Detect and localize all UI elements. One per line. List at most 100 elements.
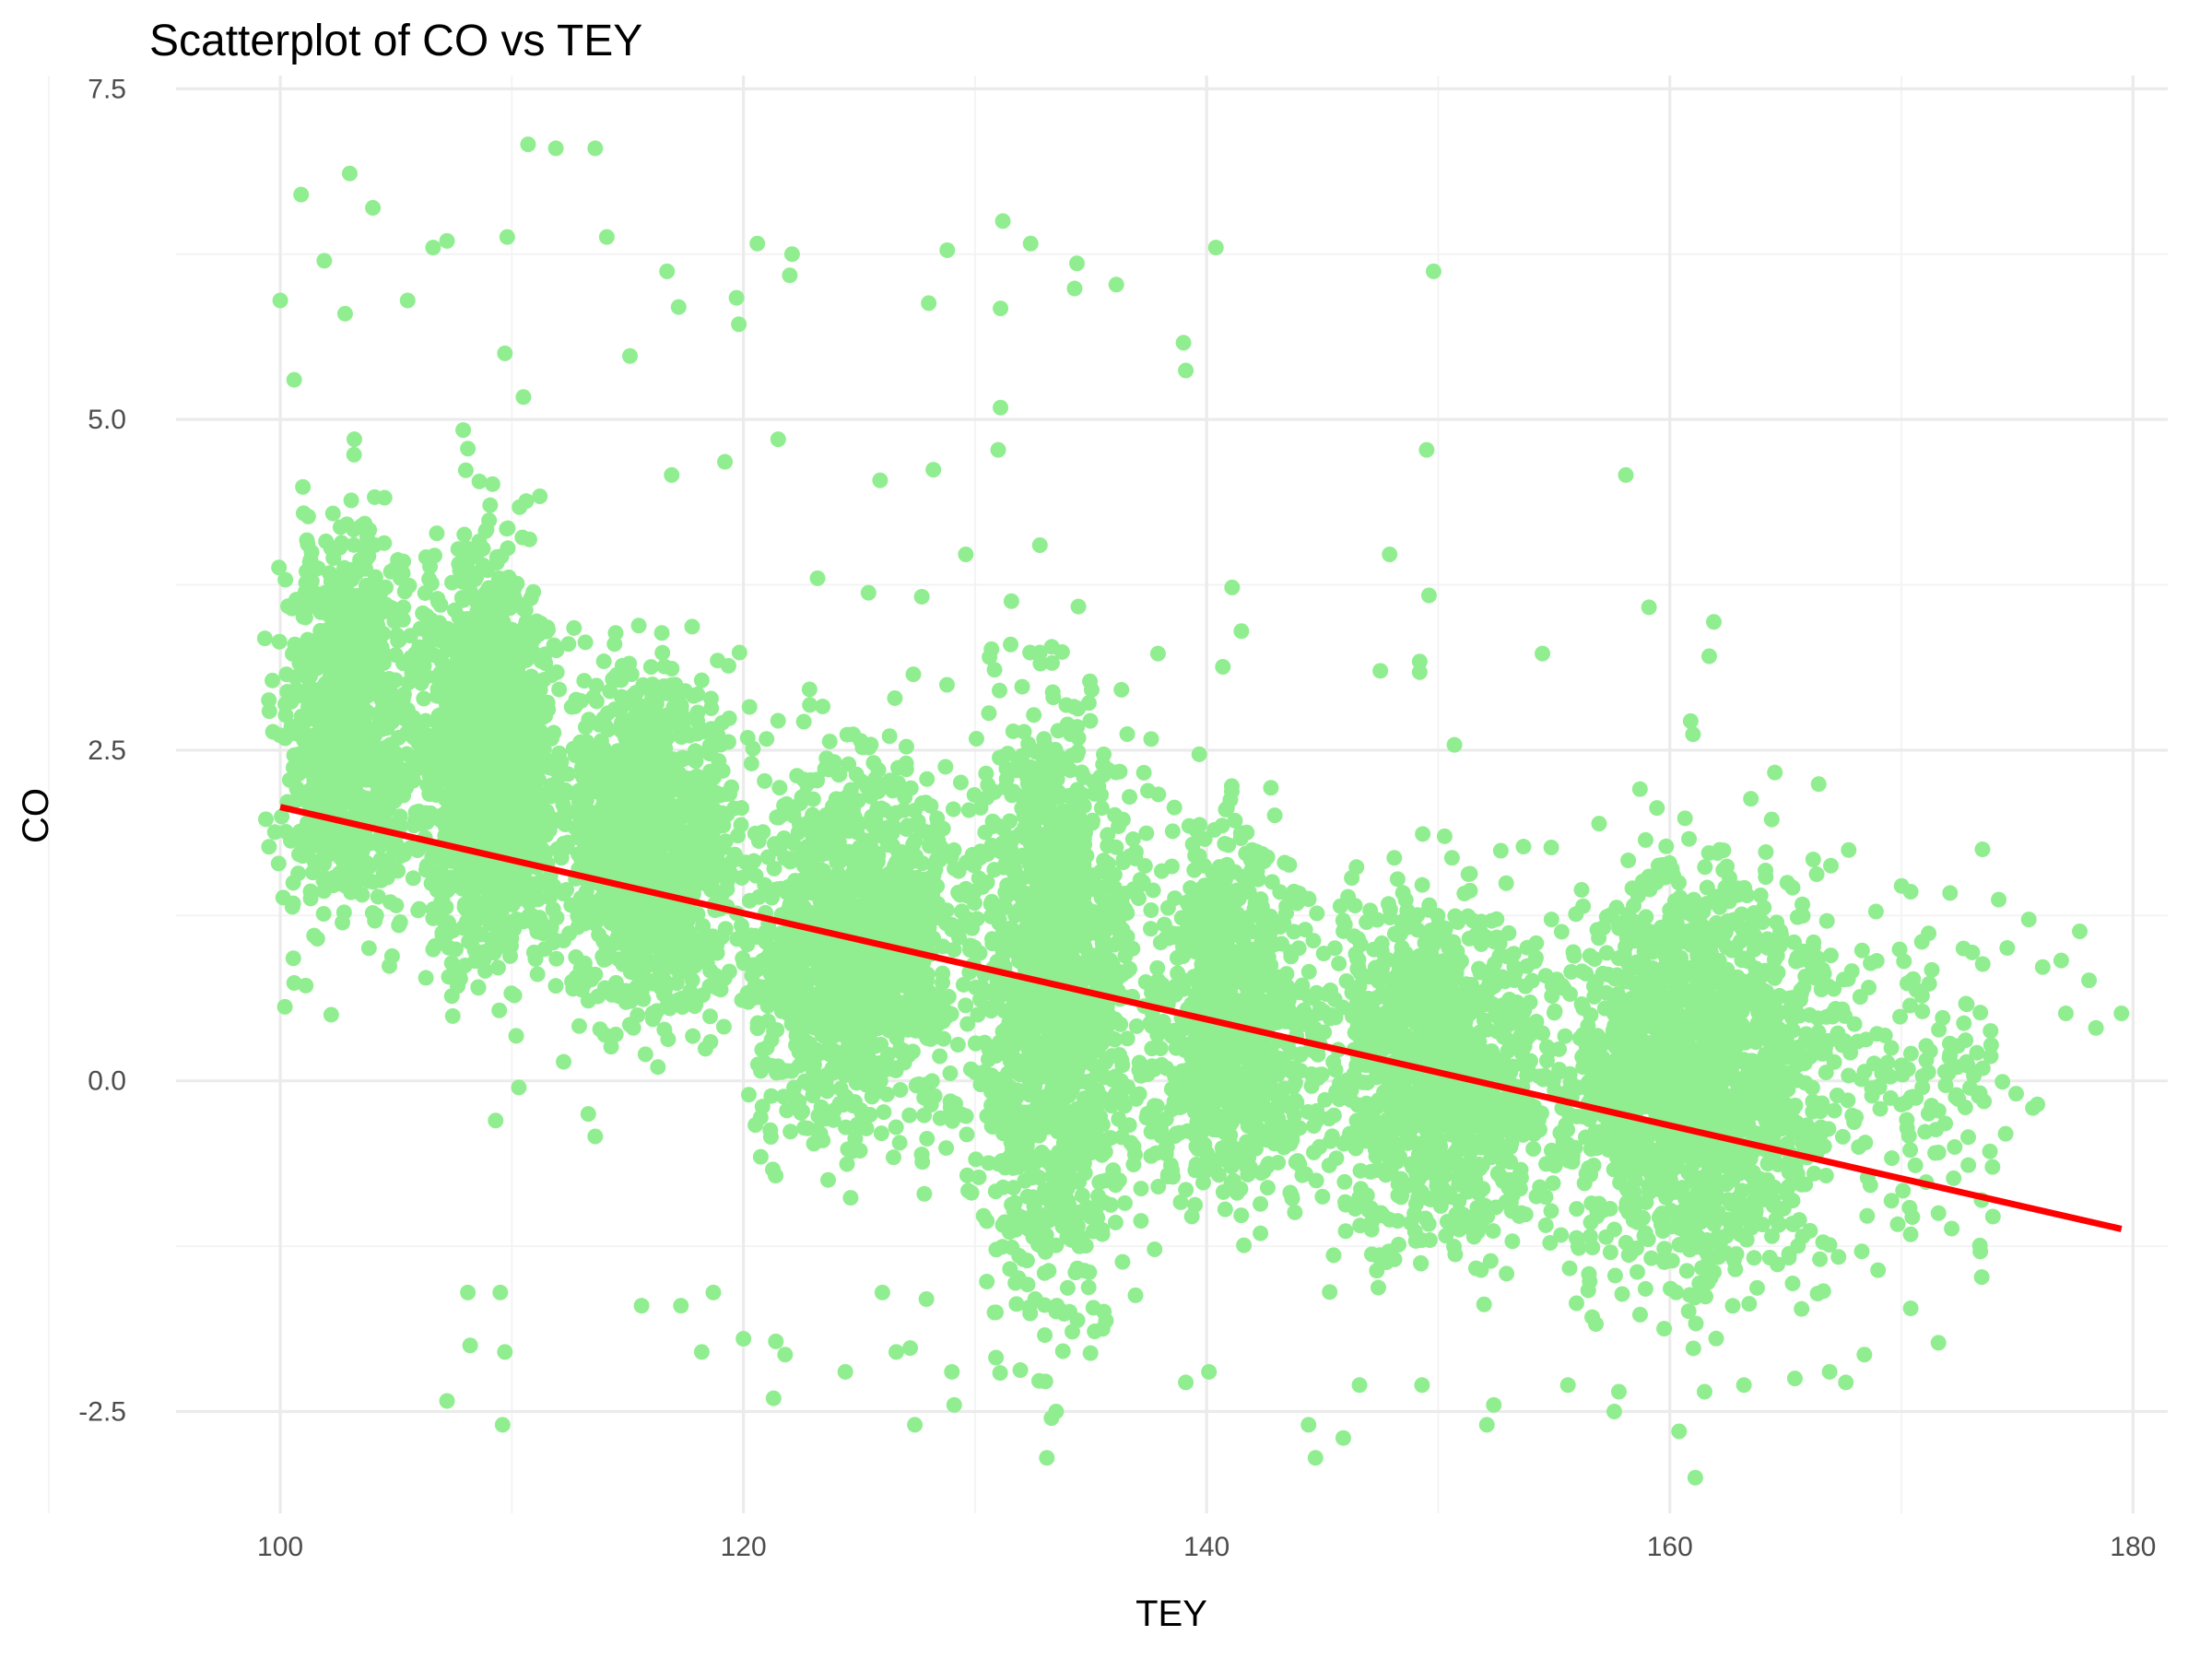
data-point	[419, 777, 436, 794]
data-point	[365, 737, 382, 754]
data-point	[641, 776, 657, 793]
data-point	[713, 929, 730, 946]
data-point	[256, 630, 273, 647]
data-point	[548, 759, 565, 776]
data-point	[1037, 1327, 1053, 1344]
data-point	[845, 883, 862, 900]
data-point	[310, 560, 326, 577]
data-point	[876, 1104, 892, 1121]
data-point	[606, 636, 623, 653]
data-point	[702, 1033, 719, 1050]
data-point	[588, 693, 605, 710]
data-point	[914, 1154, 931, 1171]
data-point	[1054, 1343, 1071, 1359]
data-point	[868, 1014, 885, 1030]
data-point	[407, 645, 424, 662]
data-point	[653, 625, 670, 641]
data-point	[288, 681, 304, 698]
data-point	[377, 596, 394, 613]
data-point	[1012, 1362, 1029, 1379]
data-point	[572, 734, 589, 750]
data-point	[884, 825, 900, 841]
data-point	[305, 702, 322, 719]
data-point	[919, 966, 935, 982]
data-point	[455, 592, 472, 608]
data-point	[406, 818, 422, 834]
data-point	[328, 729, 345, 746]
data-point	[471, 473, 488, 489]
data-point	[355, 654, 371, 671]
data-point	[672, 722, 688, 738]
data-point	[878, 1086, 895, 1102]
data-point	[943, 1006, 959, 1022]
data-point	[503, 864, 520, 880]
data-point	[540, 873, 557, 889]
data-point	[457, 462, 474, 478]
data-point	[1133, 1213, 1149, 1230]
data-point	[283, 693, 300, 710]
data-point	[476, 763, 492, 780]
data-point	[463, 688, 479, 705]
data-point	[820, 1171, 837, 1188]
data-point	[471, 736, 488, 753]
data-point	[443, 638, 460, 654]
data-point	[300, 508, 316, 524]
data-point	[826, 971, 842, 988]
data-point	[657, 793, 674, 809]
data-point	[644, 677, 661, 693]
data-point	[476, 952, 492, 969]
data-point	[947, 860, 963, 877]
data-point	[491, 923, 508, 939]
data-point	[450, 683, 466, 700]
data-point	[740, 1087, 757, 1103]
data-point	[490, 722, 507, 738]
data-point	[841, 819, 858, 836]
data-point	[786, 1079, 803, 1096]
data-point	[299, 532, 315, 548]
data-point	[423, 575, 440, 592]
data-point	[365, 680, 382, 697]
data-point	[521, 531, 537, 547]
data-point	[539, 619, 556, 636]
data-point	[1082, 673, 1099, 689]
data-point	[785, 835, 802, 852]
data-point	[598, 835, 615, 852]
data-point	[958, 1108, 974, 1124]
data-point	[391, 917, 407, 934]
data-point	[865, 755, 882, 771]
data-point	[328, 632, 345, 649]
data-point	[795, 713, 812, 730]
data-point	[716, 970, 733, 986]
data-point	[535, 709, 551, 725]
data-point	[557, 802, 573, 818]
data-point	[500, 540, 516, 557]
data-points	[256, 136, 2130, 1486]
data-point	[347, 591, 363, 607]
data-point	[952, 774, 969, 791]
data-point	[494, 623, 511, 640]
data-point	[302, 883, 319, 900]
data-point	[288, 725, 304, 742]
data-point	[277, 571, 294, 588]
data-point	[527, 917, 544, 934]
data-point	[752, 1109, 769, 1125]
data-point	[574, 769, 591, 785]
data-point	[911, 1076, 927, 1092]
data-point	[346, 522, 362, 538]
data-point	[533, 653, 549, 669]
data-point	[921, 878, 937, 895]
data-point	[944, 1112, 960, 1129]
data-point	[345, 640, 361, 655]
data-point	[834, 989, 851, 1006]
data-point	[443, 759, 460, 776]
data-point	[664, 677, 680, 693]
data-point	[817, 760, 833, 777]
data-point	[339, 850, 356, 866]
data-point	[265, 672, 281, 688]
data-point	[306, 686, 323, 702]
data-point	[922, 1095, 938, 1112]
data-point	[478, 522, 495, 538]
data-point	[487, 671, 503, 688]
data-point	[592, 1021, 608, 1038]
data-point	[465, 818, 481, 835]
